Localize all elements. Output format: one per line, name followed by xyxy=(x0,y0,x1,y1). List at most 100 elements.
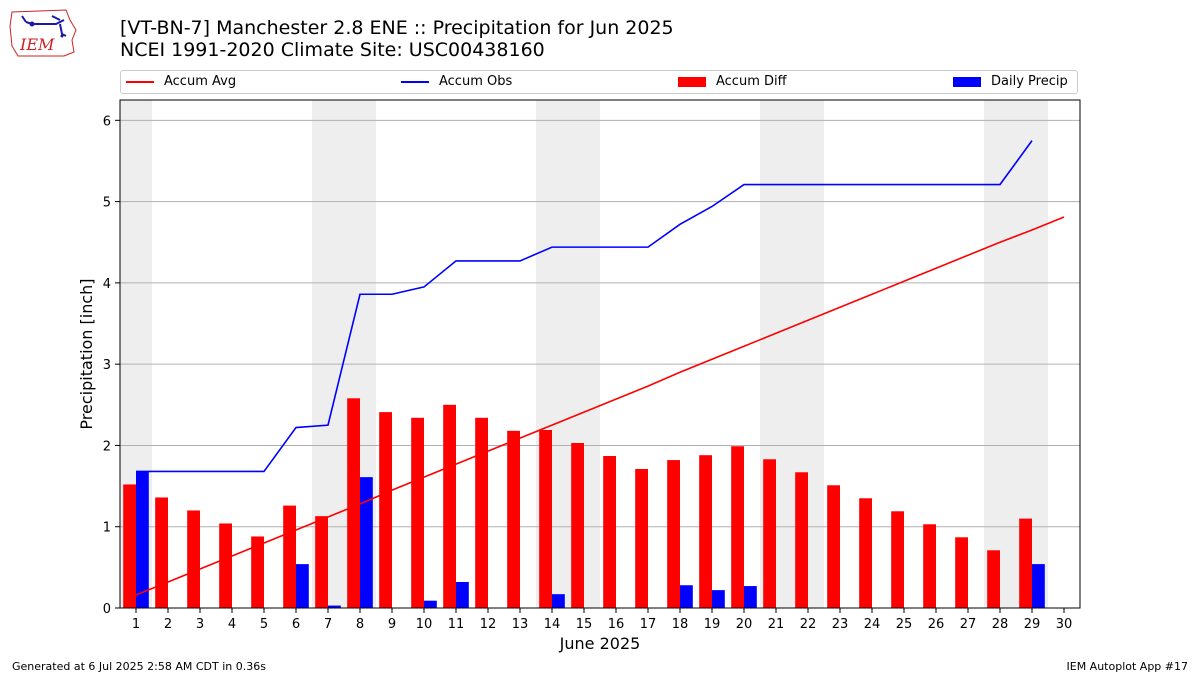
iem-logo: IEM xyxy=(8,6,80,60)
legend-label-accum-obs: Accum Obs xyxy=(439,74,513,89)
y-tick-label: 6 xyxy=(103,114,111,129)
x-tick-label: 5 xyxy=(260,617,268,632)
accum-diff-bar xyxy=(443,404,456,608)
x-tick-label: 15 xyxy=(576,617,593,632)
accum-diff-bar xyxy=(379,412,392,608)
weekend-band xyxy=(984,100,1048,608)
accum-diff-bar xyxy=(571,443,584,608)
y-tick-label: 3 xyxy=(103,358,111,373)
logo-text: IEM xyxy=(19,35,55,54)
x-tick-label: 17 xyxy=(640,617,657,632)
daily-precip-bar xyxy=(328,605,341,608)
accum-diff-bar xyxy=(827,485,840,608)
x-tick-label: 27 xyxy=(960,617,977,632)
x-tick-label: 9 xyxy=(388,617,396,632)
legend-swatch-daily-precip xyxy=(953,76,981,87)
x-tick-label: 26 xyxy=(928,617,945,632)
x-tick-label: 29 xyxy=(1024,617,1041,632)
y-axis-label: Precipitation [inch] xyxy=(77,278,96,429)
accum-diff-bar xyxy=(987,550,1000,608)
x-tick-label: 11 xyxy=(448,617,465,632)
accum-diff-bar xyxy=(411,417,424,608)
x-tick-label: 28 xyxy=(992,617,1009,632)
accum-diff-bar xyxy=(219,523,232,608)
x-tick-label: 30 xyxy=(1056,617,1073,632)
x-tick-label: 21 xyxy=(768,617,785,632)
x-axis-label: June 2025 xyxy=(559,634,641,653)
x-tick-label: 3 xyxy=(196,617,204,632)
legend-swatch-accum-diff xyxy=(678,76,706,87)
x-tick-label: 8 xyxy=(356,617,364,632)
x-tick-label: 6 xyxy=(292,617,300,632)
accum-diff-bar xyxy=(955,537,968,608)
accum-diff-bar xyxy=(475,417,488,608)
accum-obs-line xyxy=(136,140,1033,473)
x-tick-label: 14 xyxy=(544,617,561,632)
x-tick-label: 12 xyxy=(480,617,497,632)
legend-swatch-accum-avg xyxy=(126,80,154,83)
x-axis-ticks: 1 2 3 4 5 6 7 8 9 10 11 12 13 14 15 16 17 18 19 20 21 22 23 24 2… xyxy=(132,608,1072,632)
x-tick-label: 24 xyxy=(864,617,881,632)
y-tick-label: 0 xyxy=(103,602,111,617)
accum-diff-bar xyxy=(667,460,680,608)
legend-label-accum-avg: Accum Avg xyxy=(164,74,237,89)
x-tick-label: 16 xyxy=(608,617,625,632)
x-tick-label: 20 xyxy=(736,617,753,632)
legend-label-daily-precip: Daily Precip xyxy=(991,74,1068,89)
bars xyxy=(123,398,1045,608)
y-tick-label: 4 xyxy=(103,277,111,292)
x-tick-label: 25 xyxy=(896,617,913,632)
x-tick-label: 23 xyxy=(832,617,849,632)
daily-precip-bar xyxy=(456,581,469,608)
x-tick-label: 2 xyxy=(164,617,172,632)
accum-diff-bar xyxy=(603,456,616,608)
footer-app: IEM Autoplot App #17 xyxy=(1066,660,1189,673)
accum-diff-bar xyxy=(251,536,264,608)
legend-item-accum-avg: Accum Avg xyxy=(126,74,236,89)
accum-diff-bar xyxy=(507,430,520,608)
accum-diff-bar xyxy=(155,497,168,608)
accum-avg-line xyxy=(135,216,1065,596)
x-tick-label: 7 xyxy=(324,617,332,632)
daily-precip-bar xyxy=(1032,564,1045,608)
accum-diff-bar xyxy=(763,459,776,608)
x-tick-label: 4 xyxy=(228,617,236,632)
legend-item-daily-precip: Daily Precip xyxy=(953,74,1068,89)
y-tick-label: 2 xyxy=(103,439,111,454)
accum-diff-bar xyxy=(315,516,328,608)
plot-frame xyxy=(119,99,1081,609)
accum-diff-bar xyxy=(539,429,552,608)
accum-diff-bar xyxy=(347,398,360,608)
x-tick-label: 18 xyxy=(672,617,689,632)
accum-diff-bar xyxy=(187,510,200,608)
accum-diff-bar xyxy=(923,524,936,608)
accum-diff-bar xyxy=(795,472,808,608)
accum-diff-bar xyxy=(859,498,872,608)
accum-diff-bar xyxy=(731,446,744,608)
y-tick-label: 1 xyxy=(103,521,111,536)
accum-diff-bar xyxy=(891,511,904,608)
legend: Accum Avg Accum Obs Accum Diff Daily Pre… xyxy=(120,70,1078,94)
accum-diff-bar xyxy=(1019,518,1032,608)
chart-title: [VT-BN-7] Manchester 2.8 ENE :: Precipit… xyxy=(120,17,674,39)
y-axis-ticks: 0 1 2 3 4 5 6 xyxy=(103,114,120,617)
legend-swatch-accum-obs xyxy=(401,80,429,83)
footer-generated: Generated at 6 Jul 2025 2:58 AM CDT in 0… xyxy=(12,660,266,673)
legend-label-accum-diff: Accum Diff xyxy=(716,74,787,89)
lines xyxy=(135,140,1065,596)
x-tick-label: 10 xyxy=(416,617,433,632)
chart-subtitle: NCEI 1991-2020 Climate Site: USC00438160 xyxy=(120,39,545,61)
daily-precip-bar xyxy=(744,586,757,608)
daily-precip-bar xyxy=(424,600,437,608)
daily-precip-bar xyxy=(552,594,565,608)
accum-diff-bar xyxy=(635,469,648,608)
daily-precip-bar xyxy=(712,590,725,608)
accum-diff-bar xyxy=(123,484,136,608)
x-tick-label: 13 xyxy=(512,617,529,632)
daily-precip-bar xyxy=(296,564,309,608)
x-tick-label: 1 xyxy=(132,617,140,632)
daily-precip-bar xyxy=(680,585,693,608)
daily-precip-bar xyxy=(136,471,149,608)
accum-diff-bar xyxy=(699,455,712,608)
